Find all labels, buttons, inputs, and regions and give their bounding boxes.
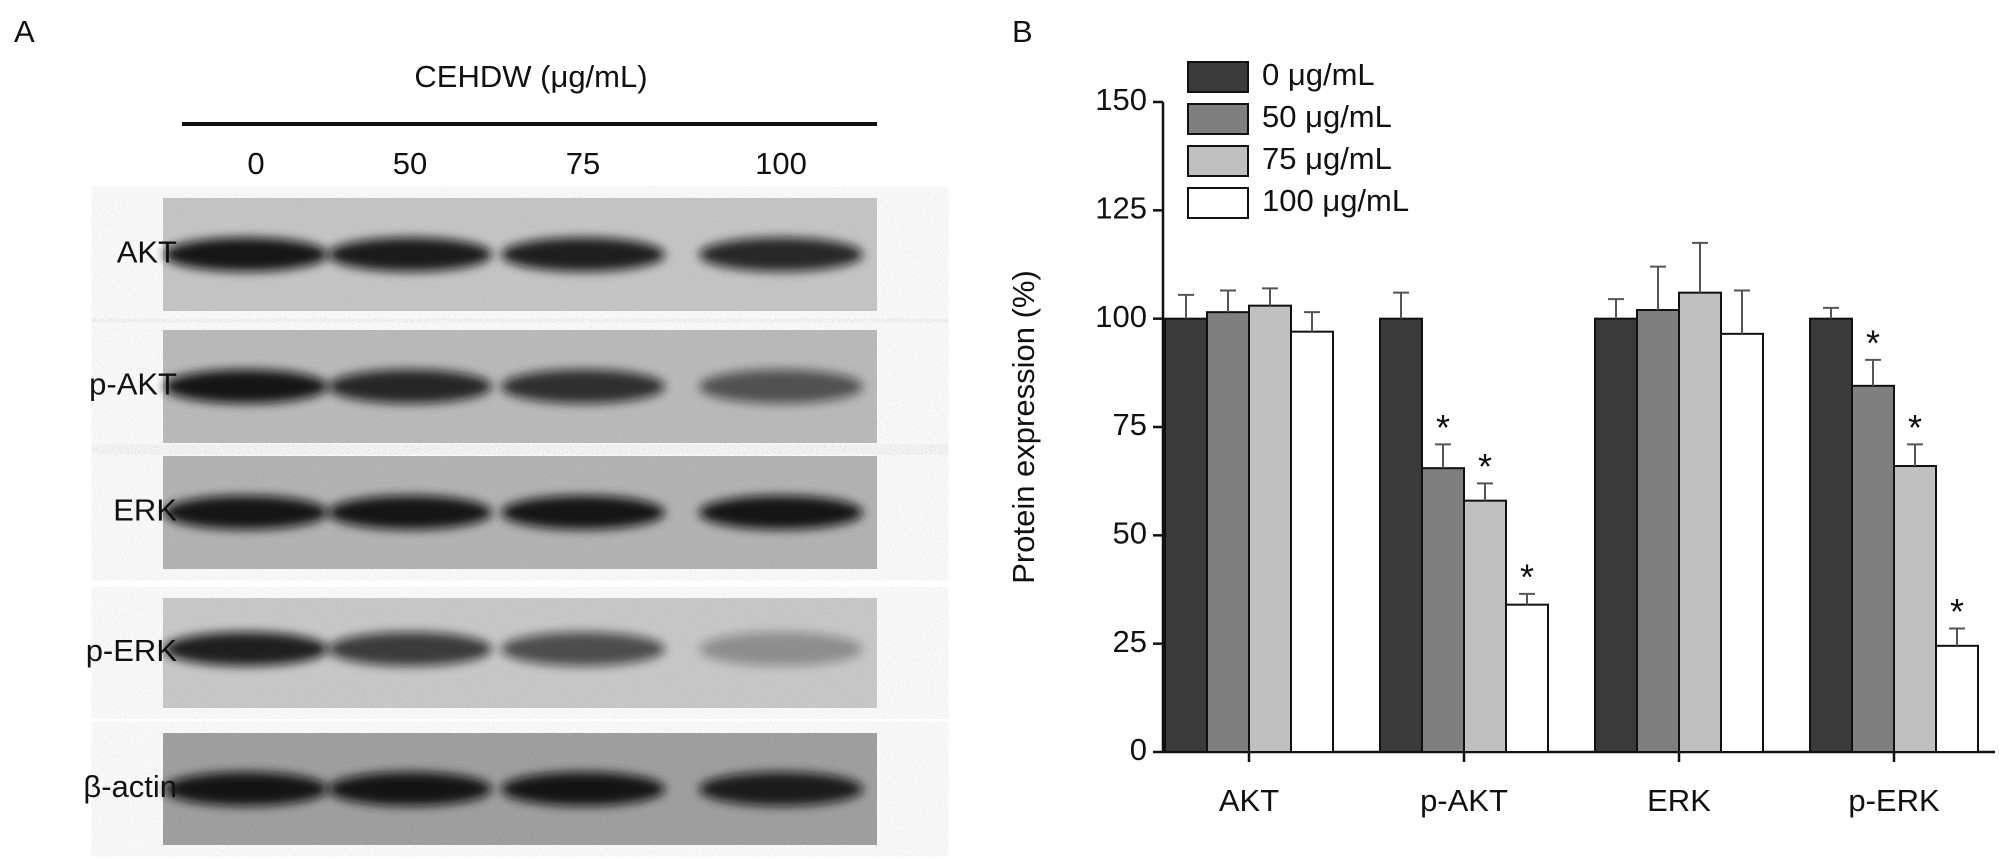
blot-band — [501, 772, 665, 806]
bar — [1851, 384, 1895, 753]
bar — [1935, 644, 1979, 753]
blot-band — [164, 237, 328, 272]
error-bar — [1823, 306, 1839, 319]
y-tick-label: 100 — [1095, 299, 1147, 334]
bar — [1893, 465, 1937, 753]
error-bar — [1304, 311, 1320, 332]
bar — [1164, 317, 1208, 753]
x-tick-label: AKT — [1219, 783, 1279, 818]
bar — [1594, 317, 1638, 753]
bar — [1720, 332, 1764, 753]
error-bar — [1178, 293, 1194, 319]
legend-label: 0 μg/mL — [1262, 57, 1375, 92]
panel-letter: A — [14, 14, 35, 49]
lane-label: 100 — [755, 146, 807, 181]
blot-band — [699, 237, 863, 272]
error-bar — [1949, 627, 1965, 646]
blot-band — [164, 632, 328, 666]
significance: * — [1866, 322, 1880, 363]
row-label: AKT — [117, 235, 177, 270]
error-bar — [1650, 265, 1666, 310]
significance: * — [1520, 556, 1534, 597]
panel-a: A CEHDW (μg/mL) 0 50 75 100 AKT p-AKT ERK p-ERK… — [14, 14, 877, 845]
y-tick-label: 125 — [1095, 191, 1147, 226]
blot-header: CEHDW (μg/mL) — [414, 59, 647, 94]
error-bar — [1865, 358, 1881, 386]
row-label: ERK — [113, 493, 177, 528]
error-bar — [1692, 241, 1708, 293]
error-bar — [1435, 443, 1451, 469]
blot-band — [699, 632, 863, 666]
bar — [1248, 304, 1292, 753]
bar — [1505, 603, 1549, 754]
error-bar — [1262, 287, 1278, 306]
lane-label: 0 — [247, 146, 264, 181]
lane-label: 50 — [393, 146, 427, 181]
bar — [1290, 330, 1334, 753]
bar — [1421, 467, 1465, 753]
error-bar — [1393, 291, 1409, 319]
blot-band — [699, 772, 863, 806]
y-tick-label: 50 — [1113, 516, 1147, 551]
blot-band — [501, 495, 665, 530]
row-label: p-AKT — [89, 367, 177, 402]
x-tick-label: p-AKT — [1420, 783, 1508, 818]
error-bar — [1608, 298, 1624, 319]
blot-band — [501, 369, 665, 404]
legend-swatch — [1187, 103, 1249, 135]
error-bar — [1519, 592, 1535, 605]
error-bar — [1220, 289, 1236, 313]
legend-swatch — [1187, 187, 1249, 219]
blot-band — [699, 369, 863, 404]
panel-b: B Protein expression (%) 0 25 50 75 100 125 15… — [1006, 14, 1995, 818]
legend-label: 75 μg/mL — [1262, 141, 1392, 176]
significance: * — [1908, 407, 1922, 448]
error-bar — [1477, 482, 1493, 501]
row-label: p-ERK — [86, 633, 178, 668]
blot-band — [164, 772, 328, 806]
bar — [1678, 291, 1722, 753]
blot-band — [328, 495, 492, 530]
blot-band — [164, 495, 328, 530]
blot-band — [328, 369, 492, 404]
blot-band — [501, 632, 665, 666]
significance: * — [1950, 591, 1964, 632]
blot-band — [328, 632, 492, 666]
legend-swatch — [1187, 61, 1249, 93]
legend-label: 100 μg/mL — [1262, 183, 1409, 218]
y-tick-label: 75 — [1113, 407, 1147, 442]
legend-label: 50 μg/mL — [1262, 99, 1392, 134]
y-tick-label: 0 — [1130, 732, 1147, 767]
blot-band — [328, 237, 492, 272]
error-bar — [1734, 289, 1750, 334]
x-tick-label: ERK — [1647, 783, 1711, 818]
blot-band — [699, 495, 863, 530]
y-tick-label: 25 — [1113, 624, 1147, 659]
y-axis-label: Protein expression (%) — [1006, 270, 1041, 584]
bar — [1379, 317, 1423, 753]
error-bar — [1907, 443, 1923, 466]
panel-letter: B — [1012, 14, 1033, 49]
x-tick-label: p-ERK — [1848, 783, 1940, 818]
blot-band — [501, 237, 665, 272]
significance: * — [1436, 407, 1450, 448]
lane-label: 75 — [566, 146, 600, 181]
legend-swatch — [1187, 145, 1249, 177]
row-label: β-actin — [83, 769, 177, 804]
blot-band — [164, 369, 328, 404]
y-tick-label: 150 — [1095, 82, 1147, 117]
bar — [1809, 317, 1853, 753]
bar — [1206, 311, 1250, 753]
blot-band — [328, 772, 492, 806]
bar — [1636, 309, 1680, 753]
significance: * — [1478, 446, 1492, 487]
bar — [1463, 499, 1507, 753]
